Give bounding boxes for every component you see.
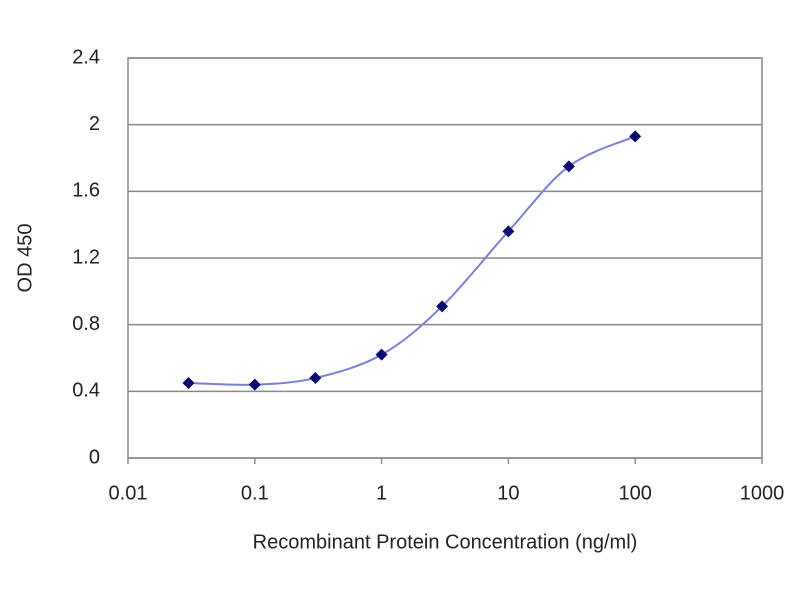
data-point — [436, 300, 449, 313]
data-point — [562, 160, 575, 173]
y-tick-label: 0.4 — [72, 380, 100, 402]
plot-border — [127, 57, 763, 459]
x-tick-label: 0.1 — [241, 482, 269, 504]
data-line — [188, 135, 636, 386]
y-axis-label: OD 450 — [14, 224, 36, 293]
data-point — [629, 130, 642, 143]
x-tick-label: 1 — [376, 482, 387, 504]
data-point — [182, 377, 195, 389]
x-tick-label: 1000 — [740, 482, 785, 504]
x-axis-label: Recombinant Protein Concentration (ng/ml… — [253, 531, 638, 553]
y-tick-label: 1.6 — [72, 180, 100, 202]
data-point — [375, 348, 388, 361]
y-tick-label: 1.2 — [72, 246, 100, 268]
x-tick-label: 100 — [619, 482, 652, 504]
data-point — [248, 378, 261, 391]
y-tick-label: 2.4 — [72, 46, 100, 68]
y-tick-label: 0.8 — [72, 313, 100, 335]
data-point — [309, 372, 322, 384]
y-tick-label: 0 — [89, 446, 100, 468]
y-tick-label: 2 — [89, 113, 100, 135]
x-tick-label: 10 — [497, 482, 519, 504]
x-tick-label: 0.01 — [109, 482, 148, 504]
data-point — [502, 225, 515, 238]
